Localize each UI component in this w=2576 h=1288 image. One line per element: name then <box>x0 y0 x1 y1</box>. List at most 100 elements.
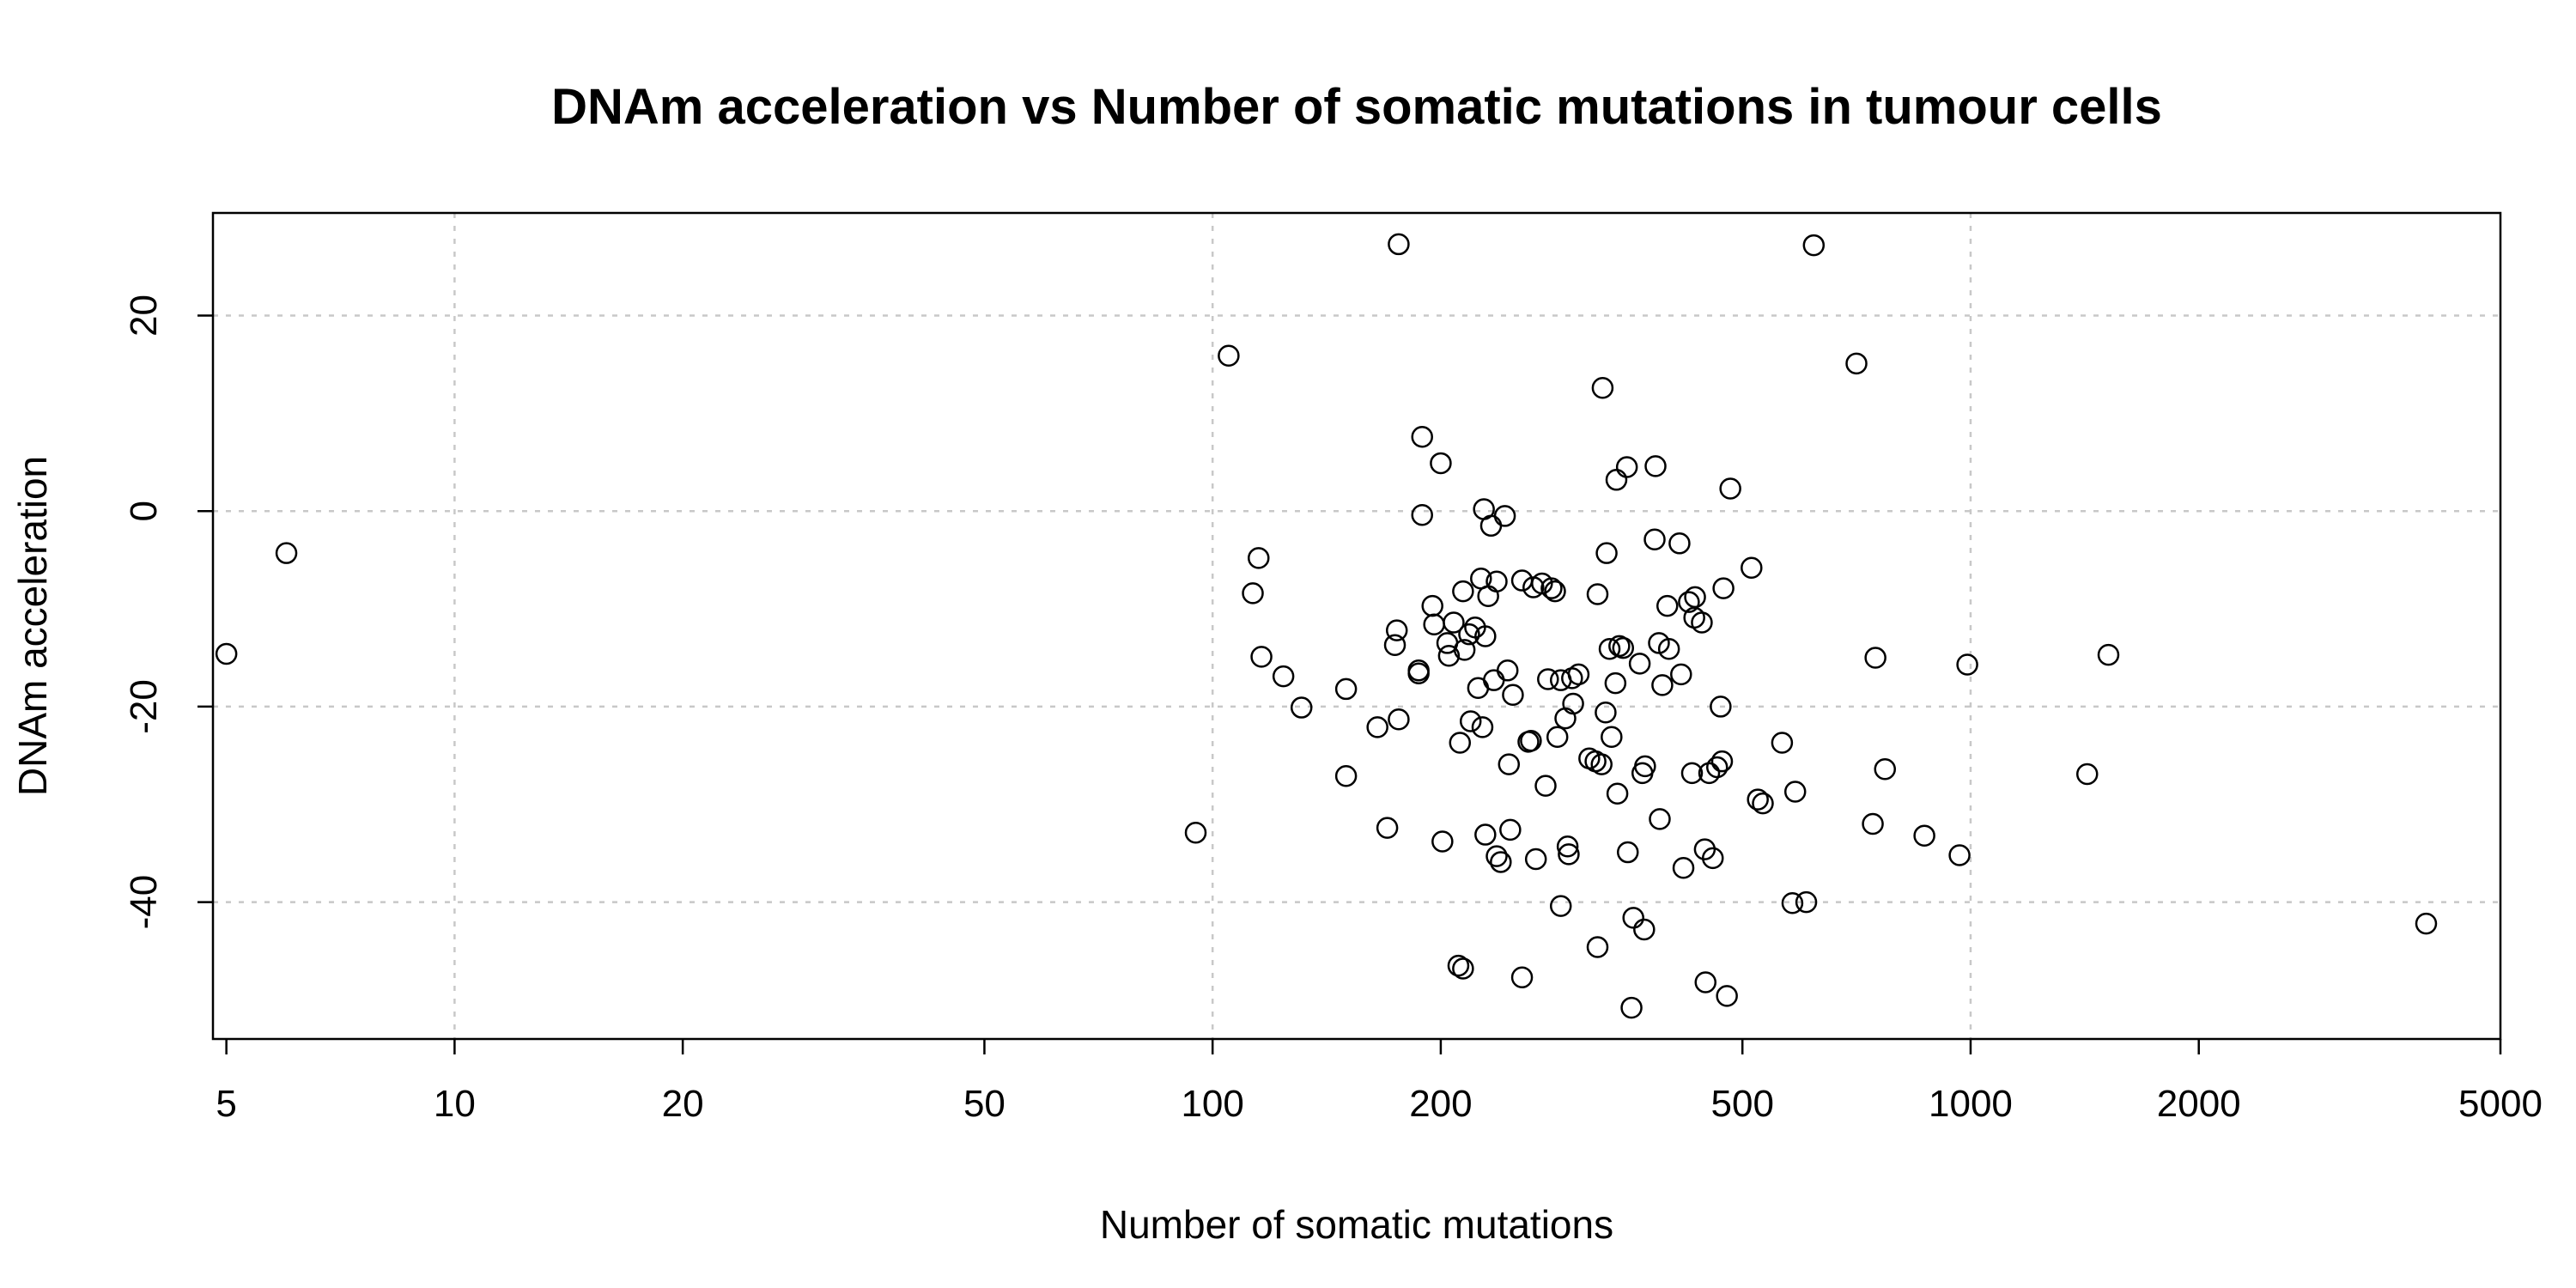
data-point <box>1595 542 1618 564</box>
data-point <box>1612 636 1635 659</box>
plot-frame <box>211 211 2502 1041</box>
grid-lines <box>213 213 2500 1039</box>
y-tick-label: 20 <box>123 295 165 337</box>
data-point <box>1483 669 1505 691</box>
x-tick-label: 5000 <box>2458 1083 2543 1125</box>
data-point <box>1540 577 1563 599</box>
data-point <box>1670 663 1692 686</box>
data-point <box>1651 674 1674 696</box>
data-point <box>1845 352 1868 375</box>
data-point <box>1458 623 1480 646</box>
data-point <box>1752 792 1774 815</box>
data-point <box>1948 844 1971 866</box>
data-point <box>215 642 238 665</box>
data-point <box>1534 775 1557 797</box>
data-point <box>275 542 298 564</box>
data-point <box>1423 613 1445 636</box>
data-point <box>1672 857 1695 879</box>
data-point <box>1586 936 1609 958</box>
data-point <box>1656 594 1679 617</box>
x-tick-label: 50 <box>963 1083 1005 1125</box>
data-point <box>1913 824 1935 847</box>
data-point <box>1388 233 1410 256</box>
data-point <box>1694 971 1717 993</box>
data-point <box>1604 671 1627 695</box>
data-point <box>1595 702 1617 724</box>
data-point <box>1712 577 1735 599</box>
data-point <box>1567 663 1590 686</box>
data-point <box>1864 647 1886 669</box>
x-tick-label: 5 <box>216 1083 236 1125</box>
data-point <box>1668 532 1691 555</box>
data-point <box>1558 843 1580 866</box>
data-point <box>1781 892 1804 914</box>
data-point <box>1452 580 1474 603</box>
data-point <box>1562 692 1584 715</box>
data-point <box>1388 708 1410 731</box>
data-point <box>1485 570 1508 592</box>
data-point <box>1586 583 1609 605</box>
data-point <box>1601 726 1623 748</box>
data-point <box>1510 966 1534 989</box>
data-point <box>1622 907 1644 929</box>
data-point <box>1701 847 1724 870</box>
x-tick-label: 200 <box>1409 1083 1472 1125</box>
data-point <box>1544 580 1566 603</box>
data-point <box>1453 639 1476 661</box>
data-point <box>1459 710 1482 732</box>
y-axis-label: DNAm acceleration <box>10 456 55 796</box>
data-point <box>1524 848 1547 871</box>
data-point <box>1437 644 1461 667</box>
data-point <box>2097 643 2120 666</box>
data-point <box>1620 996 1643 1019</box>
x-tick-label: 100 <box>1181 1083 1243 1125</box>
data-point <box>1502 683 1524 707</box>
data-point <box>1546 726 1569 748</box>
data-point <box>1616 841 1639 864</box>
data-point <box>1680 762 1704 785</box>
data-point <box>1657 638 1680 660</box>
x-tick-label: 2000 <box>2157 1083 2241 1125</box>
x-tick-label: 1000 <box>1929 1083 2013 1125</box>
data-point <box>1184 822 1207 844</box>
data-point <box>1644 455 1667 477</box>
data-point <box>1272 665 1295 688</box>
axis-ticks: 5 10 20 50 100 200 500 1000 2000 5000 -40 -20 0 20 <box>123 295 2543 1125</box>
data-point <box>1606 782 1629 805</box>
data-point <box>1795 890 1818 914</box>
data-point <box>1747 788 1769 811</box>
data-point <box>1334 677 1358 701</box>
y-tick-label: 0 <box>123 501 165 521</box>
data-point <box>1591 377 1614 399</box>
data-point <box>1802 234 1826 257</box>
data-point <box>1411 425 1433 448</box>
data-point <box>1643 528 1666 550</box>
data-point <box>1471 716 1494 738</box>
data-point <box>1383 634 1406 656</box>
data-point <box>1477 585 1499 608</box>
data-point <box>1520 730 1542 752</box>
data-point <box>1493 505 1516 527</box>
data-point <box>1719 477 1741 500</box>
data-point <box>1248 547 1270 569</box>
data-point <box>1407 662 1430 684</box>
x-tick-label: 20 <box>662 1083 704 1125</box>
data-point <box>1634 755 1656 778</box>
data-point <box>1498 753 1521 775</box>
y-tick-label: -20 <box>123 679 165 734</box>
data-point <box>1250 646 1273 668</box>
data-point <box>1421 594 1443 617</box>
data-point <box>2415 912 2438 935</box>
y-tick-label: -40 <box>123 875 165 930</box>
data-point <box>1771 732 1794 754</box>
data-point <box>1554 707 1577 730</box>
data-point <box>1862 812 1884 835</box>
data-point <box>1449 732 1472 754</box>
data-point <box>2075 762 2099 786</box>
data-point <box>1385 619 1408 641</box>
data-point <box>1376 817 1399 839</box>
x-axis-label: Number of somatic mutations <box>1100 1202 1613 1247</box>
data-point <box>1691 611 1713 634</box>
data-point <box>1452 957 1474 980</box>
